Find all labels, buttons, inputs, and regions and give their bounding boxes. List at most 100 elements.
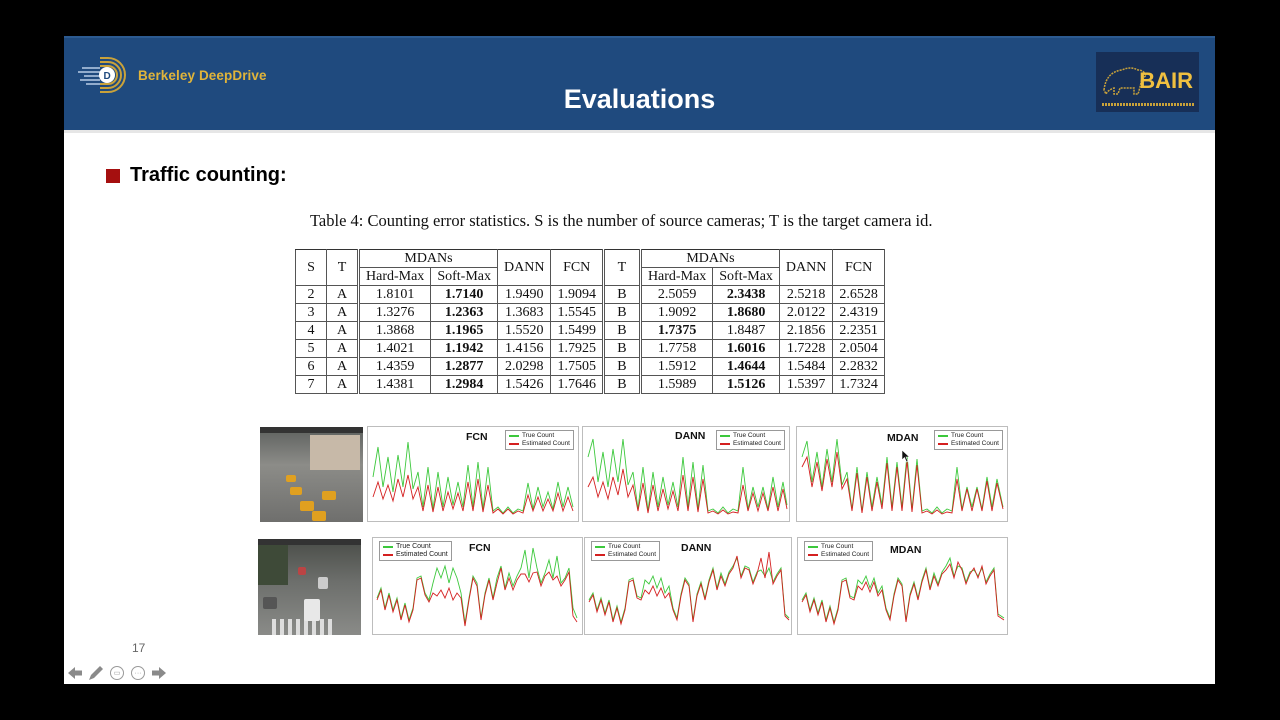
cell: 2.0122: [778, 303, 834, 322]
plot-title: FCN: [466, 431, 488, 443]
cell: 1.7140: [430, 285, 498, 304]
plot-fcn-row1: FCN True Count Estimated Count: [367, 426, 579, 522]
bullet-text: Traffic counting:: [130, 164, 287, 186]
cell: 1.3276: [356, 303, 432, 322]
cell: 1.7375: [638, 321, 714, 340]
cell: 1.3683: [496, 303, 552, 322]
plot-legend: True Count Estimated Count: [804, 541, 874, 561]
slide: D Berkeley DeepDrive Evaluations BAIR Tr…: [64, 36, 1215, 684]
cell: A: [326, 303, 359, 322]
cell: 1.7758: [638, 339, 714, 358]
plot-dann-row2: DANN True Count Estimated Count: [584, 537, 792, 635]
cell: 2.1856: [778, 321, 834, 340]
header-fcn-a: FCN: [550, 249, 604, 286]
bear-icon: [1103, 67, 1147, 96]
legend-true: True Count: [732, 432, 766, 439]
next-slide-button[interactable]: [150, 664, 168, 682]
cell: 2.2832: [832, 357, 885, 376]
cell: A: [326, 375, 359, 394]
cell: 6: [295, 357, 327, 376]
cell: B: [601, 375, 641, 394]
deepdrive-mark-icon: D: [78, 54, 134, 96]
plot-legend: True Count Estimated Count: [715, 430, 785, 450]
plot-mdan-row2: MDAN True Count Estimated Count: [797, 537, 1008, 635]
cell: 1.5499: [550, 321, 604, 340]
cell: B: [601, 357, 641, 376]
cell: 1.1942: [430, 339, 498, 358]
header-fcn-b: FCN: [832, 249, 885, 286]
bair-logo-text: BAIR: [1139, 68, 1193, 93]
legend-estimated: Estimated Count: [396, 551, 448, 558]
cell: 2.5059: [638, 285, 714, 304]
cell: 1.8680: [712, 303, 780, 322]
legend-true: True Count: [608, 543, 641, 550]
line-chart-dann-row1: [587, 438, 788, 515]
header-soft-a: Soft-Max: [430, 267, 498, 286]
more-options-button[interactable]: ···: [129, 664, 147, 682]
cell: A: [326, 285, 359, 304]
cell: 3: [295, 303, 327, 322]
bullet-traffic-counting: Traffic counting:: [106, 164, 287, 187]
plot-fcn-row2: FCN True Count Estimated Count: [372, 537, 583, 635]
cell: 1.9094: [550, 285, 604, 304]
cell: 1.4156: [496, 339, 552, 358]
cell: 2.6528: [832, 285, 885, 304]
arrow-right-icon: [152, 667, 166, 679]
plot-title: DANN: [681, 542, 712, 554]
cell: 2.0504: [832, 339, 885, 358]
header-hard-a: Hard-Max: [356, 267, 432, 286]
cell: 1.7646: [550, 375, 604, 394]
legend-estimated: Estimated Count: [732, 440, 781, 447]
bair-logo: BAIR: [1096, 52, 1199, 112]
camera-image-2: [258, 539, 361, 635]
line-chart-dann-row2: [588, 551, 790, 626]
cell: 1.4644: [712, 357, 780, 376]
plot-mdan-row1: MDAN True Count Estimated Count: [796, 426, 1008, 522]
cell: 1.2363: [430, 303, 498, 322]
cell: 1.4381: [356, 375, 432, 394]
cell: B: [601, 285, 641, 304]
deepdrive-logo-text: Berkeley DeepDrive: [138, 67, 267, 83]
cell: 1.4359: [356, 357, 432, 376]
line-chart-mdan-row2: [801, 556, 1005, 626]
cell: 1.8101: [356, 285, 432, 304]
counting-error-table: S T MDANs DANN FCN T MDANs DANN FCN Hard…: [295, 249, 885, 394]
slide-view-button[interactable]: ▭: [108, 664, 126, 682]
cell: 1.2877: [430, 357, 498, 376]
pen-tool-button[interactable]: [87, 664, 105, 682]
cell: 2.5218: [778, 285, 834, 304]
header-mdans-b: MDANs: [638, 249, 780, 268]
cell: 2.4319: [832, 303, 885, 322]
header-t: T: [326, 249, 359, 286]
slides-icon: ▭: [110, 666, 124, 680]
cell: 1.5126: [712, 375, 780, 394]
cell: 1.7505: [550, 357, 604, 376]
line-chart-mdan-row1: [801, 438, 1004, 515]
previous-slide-button[interactable]: [66, 664, 84, 682]
cell: B: [601, 321, 641, 340]
line-chart-fcn-row1: [372, 441, 574, 515]
legend-estimated: Estimated Count: [950, 440, 999, 447]
table-caption: Table 4: Counting error statistics. S is…: [310, 211, 933, 230]
cell: 5: [295, 339, 327, 358]
bair-subtitle: [1102, 103, 1194, 106]
cell: 1.5484: [778, 357, 834, 376]
cell: 1.5520: [496, 321, 552, 340]
header-dann-a: DANN: [496, 249, 552, 286]
cell: 1.7228: [778, 339, 834, 358]
cell: 1.9490: [496, 285, 552, 304]
cell: 1.3868: [356, 321, 432, 340]
header-hard-b: Hard-Max: [638, 267, 714, 286]
pencil-icon: [89, 666, 103, 680]
cell: 1.2984: [430, 375, 498, 394]
slide-header: D Berkeley DeepDrive Evaluations BAIR: [64, 36, 1215, 130]
slide-title: Evaluations: [563, 84, 716, 114]
plot-title: MDAN: [887, 432, 919, 444]
cell: 1.7925: [550, 339, 604, 358]
cell: B: [601, 303, 641, 322]
